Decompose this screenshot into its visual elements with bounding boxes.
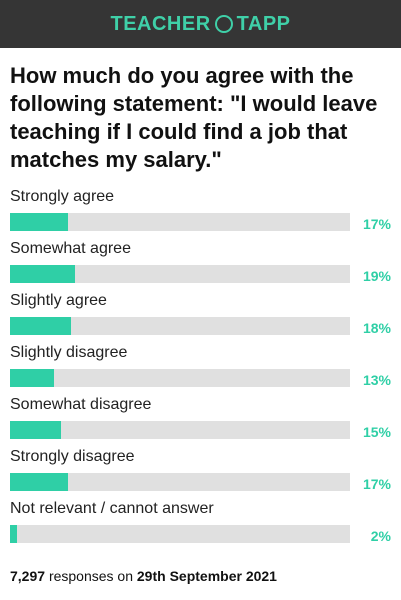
brand-right: TAPP	[236, 12, 291, 35]
bar-track	[10, 525, 350, 543]
bar-row: Somewhat agree 19%	[0, 238, 401, 290]
bar	[10, 525, 17, 543]
bar-line: 13%	[0, 368, 401, 388]
value-label: 15%	[362, 424, 391, 440]
bar-line: 2%	[0, 524, 401, 544]
category-label: Somewhat agree	[10, 240, 131, 257]
bar	[10, 369, 55, 387]
value-label: 19%	[362, 268, 391, 284]
bar	[10, 473, 68, 491]
category-label: Strongly disagree	[10, 448, 135, 465]
category-label: Slightly agree	[10, 292, 107, 309]
value-label: 18%	[362, 320, 391, 336]
value-label: 17%	[362, 216, 391, 232]
bar	[10, 421, 61, 439]
bar-line: 17%	[0, 472, 401, 492]
brand-left: TEACHER	[110, 12, 211, 35]
category-label: Strongly agree	[10, 188, 115, 205]
footer-date: 29th September 2021	[136, 568, 277, 584]
bar-track	[10, 369, 350, 387]
bar-track	[10, 421, 350, 439]
chart-title: How much do you agree with the following…	[10, 63, 378, 172]
bar-row: Not relevant / cannot answer 2%	[0, 498, 401, 550]
bar-row: Somewhat disagree 15%	[0, 394, 401, 446]
bar-line: 18%	[0, 316, 401, 336]
bar-track	[10, 317, 350, 335]
bar-line: 17%	[0, 212, 401, 232]
bar-line: 15%	[0, 420, 401, 440]
value-label: 17%	[362, 476, 391, 492]
bar-line: 19%	[0, 264, 401, 284]
category-label: Somewhat disagree	[10, 396, 152, 413]
value-label: 13%	[362, 372, 391, 388]
bar	[10, 317, 72, 335]
footer: 7,297 responses on 29th September 2021	[10, 568, 277, 584]
category-label: Slightly disagree	[10, 344, 128, 361]
bar-track	[10, 265, 350, 283]
bar-row: Strongly agree 17%	[0, 186, 401, 238]
category-label: Not relevant / cannot answer	[10, 500, 214, 517]
bar-row: Slightly disagree 13%	[0, 342, 401, 394]
bar-track	[10, 473, 350, 491]
bar-row: Strongly disagree 17%	[0, 446, 401, 498]
bar	[10, 265, 75, 283]
bar-track	[10, 213, 350, 231]
brand-icon	[214, 15, 233, 33]
bar-row: Slightly agree 18%	[0, 290, 401, 342]
value-label: 2%	[370, 528, 391, 544]
response-count: 7,297	[10, 568, 46, 584]
bar	[10, 213, 68, 231]
bars: Strongly agree 17% Somewhat agree 19% Slight…	[0, 186, 401, 550]
footer-text: responses on	[48, 568, 133, 584]
header: TEACHER TAPP	[0, 0, 401, 48]
